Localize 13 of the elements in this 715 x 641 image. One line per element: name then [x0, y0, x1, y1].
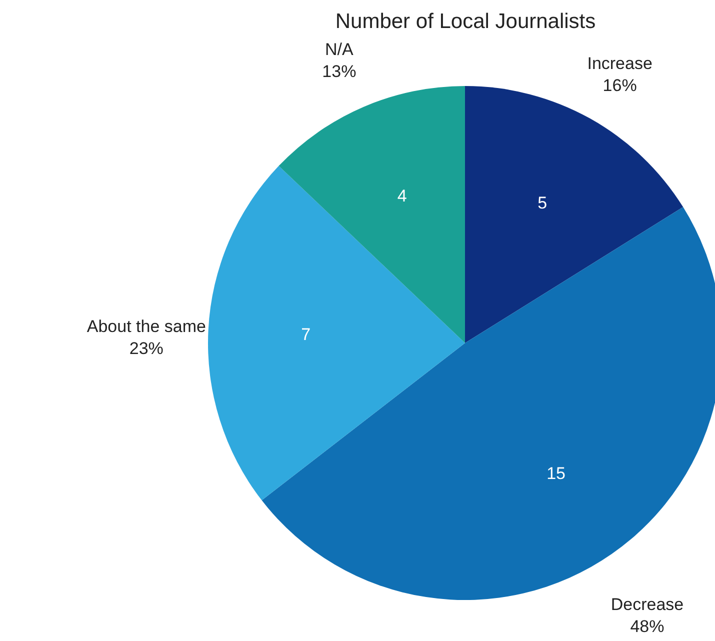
slice-label: Increase	[587, 54, 652, 74]
data-label: 15	[546, 464, 566, 483]
data-label: 5	[538, 194, 548, 213]
text: 16%	[602, 76, 637, 96]
data-label: 4	[397, 186, 407, 206]
slice-label: About the same	[86, 316, 206, 336]
text: 13%	[322, 62, 356, 81]
chart-title: Number of Local Journalists	[335, 10, 596, 33]
text: 48%	[630, 616, 664, 636]
slice-label: Decrease	[610, 594, 684, 614]
text: 23%	[129, 338, 164, 358]
data-label: 7	[301, 324, 311, 344]
slice-label: N/A	[325, 40, 354, 59]
